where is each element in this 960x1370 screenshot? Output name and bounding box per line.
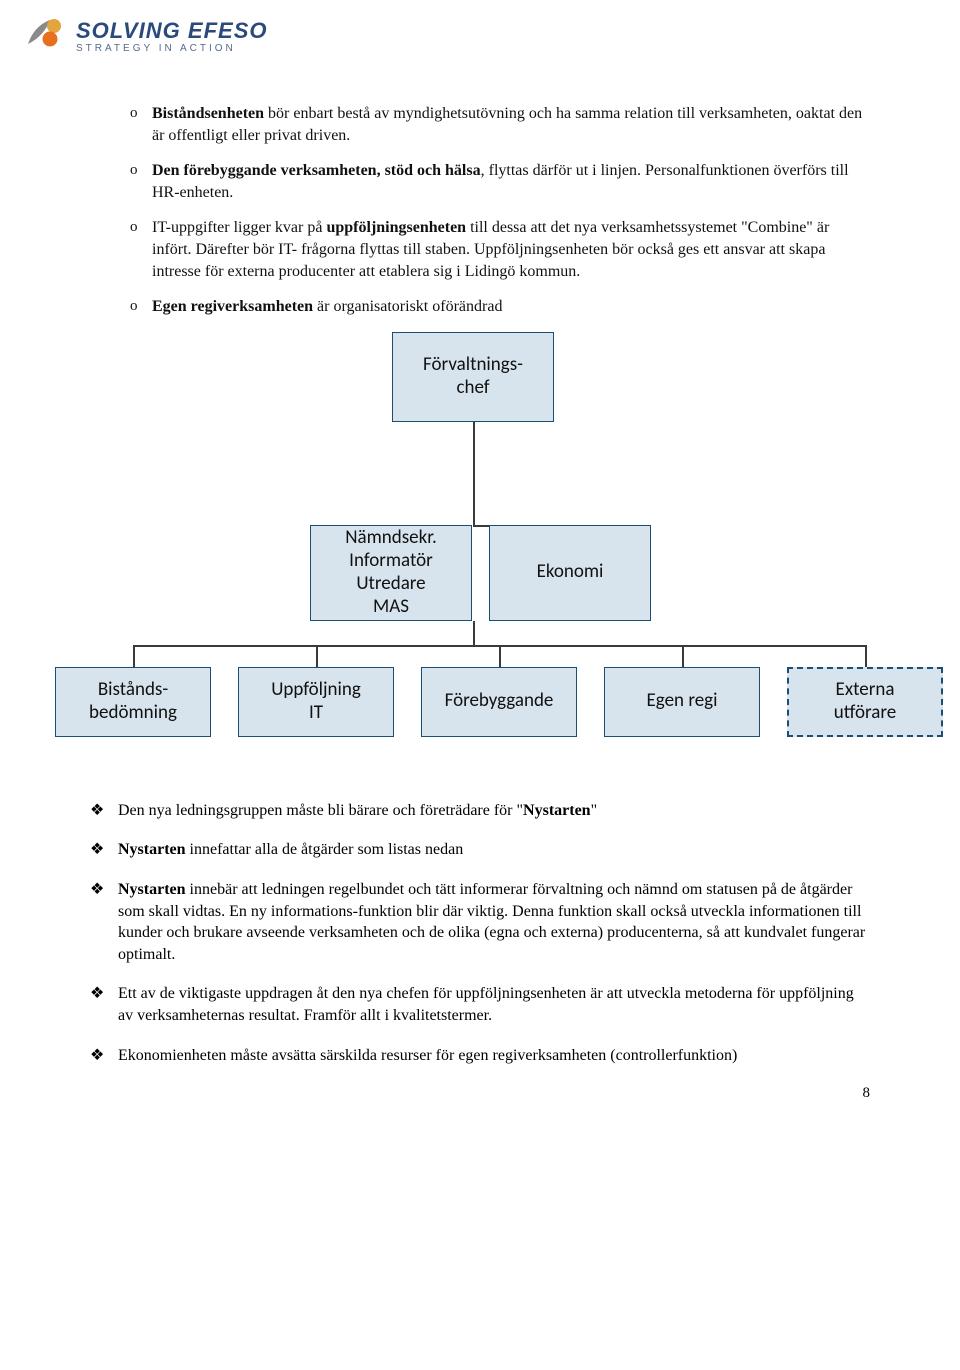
orgchart: Förvaltnings-chef Nämndsekr.InformatörUtr…: [20, 332, 940, 772]
diamond-bullet: ❖Nystarten innebär att ledningen regelbu…: [90, 879, 870, 965]
org-node-label: Utredare: [315, 573, 467, 596]
org-node: Förvaltnings-chef: [392, 332, 554, 422]
org-node-label: Nämndsekr.: [315, 527, 467, 550]
diamond-icon: ❖: [90, 800, 118, 822]
bullet-o: oDen förebyggande verksamheten, stöd och…: [130, 160, 870, 203]
diamond-content: Nystarten innefattar alla de åtgärder so…: [118, 839, 870, 861]
org-node-label: bedömning: [60, 702, 206, 725]
diamond-icon: ❖: [90, 879, 118, 965]
bold-text: Egen regiverksamheten: [152, 298, 313, 315]
org-node-label: chef: [397, 377, 549, 400]
org-node-label: Informatör: [315, 550, 467, 573]
page: SOLVING EFESO STRATEGY IN ACTION oBistån…: [0, 0, 960, 1114]
bullet-o: oEgen regiverksamheten är organisatorisk…: [130, 296, 870, 318]
org-connector: [865, 645, 867, 667]
org-connector: [499, 645, 501, 667]
org-connector: [316, 645, 318, 667]
bullet-o: oIT-uppgifter ligger kvar på uppföljning…: [130, 217, 870, 282]
org-connector: [682, 645, 684, 667]
bullet-marker: o: [130, 160, 152, 203]
org-connector: [133, 645, 135, 667]
bullet-marker: o: [130, 296, 152, 318]
bold-text: uppföljningsenheten: [326, 219, 466, 236]
diamond-content: Ekonomienheten måste avsätta särskilda r…: [118, 1045, 870, 1067]
bullet-content: Egen regiverksamheten är organisatoriskt…: [152, 296, 870, 318]
org-node: Förebyggande: [421, 667, 577, 737]
org-connector: [473, 525, 489, 527]
diamond-icon: ❖: [90, 1045, 118, 1067]
org-node-label: Ekonomi: [494, 561, 646, 584]
logo-text: SOLVING EFESO STRATEGY IN ACTION: [76, 20, 267, 54]
diamond-content: Ett av de viktigaste uppdragen åt den ny…: [118, 983, 870, 1026]
diamond-bullet: ❖Ekonomienheten måste avsätta särskilda …: [90, 1045, 870, 1067]
org-node-label: Externa: [793, 679, 937, 702]
bullet-o: oBiståndsenheten bör enbart bestå av myn…: [130, 103, 870, 146]
org-connector: [473, 621, 475, 645]
org-node: Ekonomi: [489, 525, 651, 621]
orgchart-wrap: Förvaltnings-chef Nämndsekr.InformatörUtr…: [90, 332, 870, 772]
diamond-content: Nystarten innebär att ledningen regelbun…: [118, 879, 870, 965]
bullet-content: IT-uppgifter ligger kvar på uppföljnings…: [152, 217, 870, 282]
diamond-bullet: ❖Ett av de viktigaste uppdragen åt den n…: [90, 983, 870, 1026]
logo: SOLVING EFESO STRATEGY IN ACTION: [24, 14, 267, 59]
diamond-bullet: ❖Den nya ledningsgruppen måste bli bärar…: [90, 800, 870, 822]
bold-text: Nystarten: [118, 881, 186, 898]
logo-main: SOLVING EFESO: [76, 20, 267, 42]
org-node-label: MAS: [315, 596, 467, 619]
org-node-label: utförare: [793, 702, 937, 725]
bullet-content: Biståndsenheten bör enbart bestå av mynd…: [152, 103, 870, 146]
logo-mark-icon: [24, 14, 68, 59]
diamond-icon: ❖: [90, 839, 118, 861]
org-node-label: Förvaltnings-: [397, 354, 549, 377]
diamond-bullet-list: ❖Den nya ledningsgruppen måste bli bärar…: [90, 800, 870, 1066]
org-node: UppföljningIT: [238, 667, 394, 737]
org-node: Bistånds-bedömning: [55, 667, 211, 737]
logo-sub: STRATEGY IN ACTION: [76, 44, 267, 54]
org-connector: [473, 422, 475, 525]
org-node-label: Bistånds-: [60, 679, 206, 702]
org-node-label: Egen regi: [609, 690, 755, 713]
bold-text: Nystarten: [118, 841, 186, 858]
org-node-label: Förebyggande: [426, 690, 572, 713]
org-node: Nämndsekr.InformatörUtredareMAS: [310, 525, 472, 621]
bullet-marker: o: [130, 217, 152, 282]
diamond-icon: ❖: [90, 983, 118, 1026]
org-node-label: IT: [243, 702, 389, 725]
bold-text: Den förebyggande verksamheten, stöd och …: [152, 162, 481, 179]
bold-text: Biståndsenheten: [152, 105, 264, 122]
body-text: oBiståndsenheten bör enbart bestå av myn…: [90, 103, 870, 318]
bold-text: Nystarten: [523, 802, 591, 819]
diamond-content: Den nya ledningsgruppen måste bli bärare…: [118, 800, 870, 822]
diamond-bullet: ❖Nystarten innefattar alla de åtgärder s…: [90, 839, 870, 861]
bullet-marker: o: [130, 103, 152, 146]
org-node-label: Uppföljning: [243, 679, 389, 702]
bullet-content: Den förebyggande verksamheten, stöd och …: [152, 160, 870, 203]
page-number: 8: [863, 1085, 871, 1102]
org-node: Egen regi: [604, 667, 760, 737]
org-node: Externautförare: [787, 667, 943, 737]
